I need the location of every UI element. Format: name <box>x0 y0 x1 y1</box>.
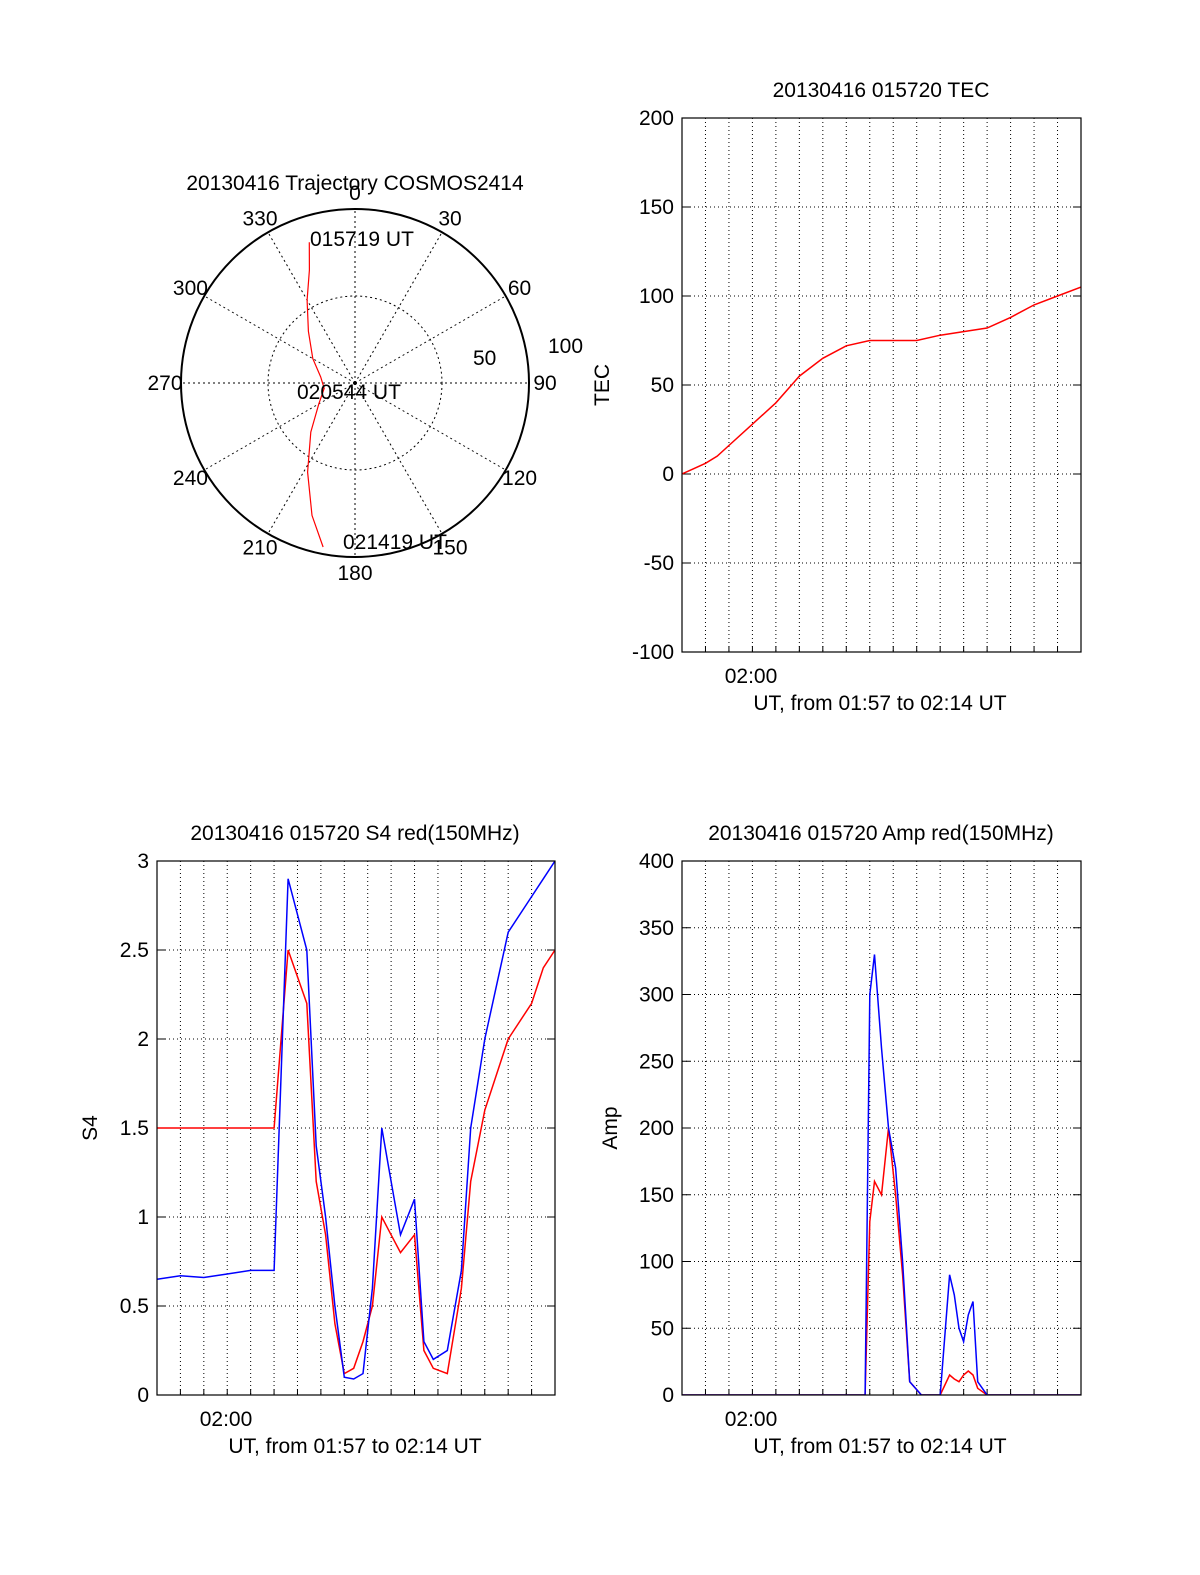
polar-angle-label: 30 <box>438 207 461 230</box>
polar-spoke <box>354 295 506 384</box>
polar-angle-label: 60 <box>508 277 531 300</box>
polar-spoke <box>354 382 443 534</box>
s4-series-red-line <box>157 949 555 1375</box>
s4-series-blue-line <box>157 861 555 1380</box>
radial-label-50: 50 <box>473 347 496 370</box>
s4-xlabel: UT, from 01:57 to 02:14 UT <box>228 1435 481 1458</box>
s4-ytick-label: 0.5 <box>120 1295 149 1318</box>
amp-xlabel: UT, from 01:57 to 02:14 UT <box>753 1435 1006 1458</box>
polar-outer-circle <box>180 208 530 558</box>
s4-ytick-label: 3 <box>137 850 149 873</box>
s4-title: 20130416 015720 S4 red(150MHz) <box>190 822 519 845</box>
tec-series-red-line <box>682 286 1081 475</box>
polar-angle-labels: 0 30 60 90 120 150 180 210 240 270 300 330 <box>147 182 556 585</box>
polar-angle-label: 180 <box>337 562 372 585</box>
polar-grid <box>180 208 530 558</box>
polar-angle-label: 150 <box>432 537 467 560</box>
polar-angle-label: 240 <box>173 467 208 490</box>
tec-xlabel: UT, from 01:57 to 02:14 UT <box>753 692 1006 715</box>
amp-ylabel: Amp <box>599 1106 622 1149</box>
polar-angle-label: 330 <box>242 207 277 230</box>
s4-ytick-label: 1 <box>137 1206 149 1229</box>
amp-ytick-label: 400 <box>639 850 674 873</box>
polar-angle-label: 120 <box>502 467 537 490</box>
trajectory-panel: 20130416 Trajectory COSMOS2414 0 30 60 90 12… <box>147 172 583 585</box>
amp-xtick-label: 02:00 <box>725 1408 778 1431</box>
s4-plot-frame <box>156 860 556 1396</box>
amp-series-blue-line <box>682 954 1081 1395</box>
polar-spoke <box>204 382 356 471</box>
polar-spoke <box>204 295 356 384</box>
amp-plot-frame <box>681 860 1082 1396</box>
amp-ytick-label: 150 <box>639 1184 674 1207</box>
polar-spoke <box>267 382 356 534</box>
s4-ytick-label: 1.5 <box>120 1117 149 1140</box>
trajectory-title: 20130416 Trajectory COSMOS2414 <box>186 172 524 195</box>
trajectory-end-label: 021419 UT <box>343 531 447 554</box>
tec-ytick-label: -50 <box>644 552 674 575</box>
tec-xtick-label: 02:00 <box>725 665 778 688</box>
trajectory-mid-label: 020544 UT <box>297 381 401 404</box>
trajectory-start-label: 015719 UT <box>310 228 414 251</box>
polar-spoke <box>267 232 356 384</box>
amp-ytick-label: 0 <box>662 1384 674 1407</box>
amp-ytick-label: 200 <box>639 1117 674 1140</box>
polar-angle-label: 90 <box>533 372 556 395</box>
tec-ytick-label: 200 <box>639 107 674 130</box>
amp-panel: 20130416 015720 Amp red(150MHz) Amp 02:0… <box>599 822 1082 1458</box>
amp-ytick-label: 300 <box>639 984 674 1007</box>
s4-panel: 20130416 015720 S4 red(150MHz) S4 02:00 … <box>79 822 556 1458</box>
s4-ylabel: S4 <box>79 1115 102 1141</box>
amp-ytick-label: 250 <box>639 1050 674 1073</box>
polar-angle-label: 0 <box>349 182 361 205</box>
polar-spoke <box>354 382 506 471</box>
tec-ylabel: TEC <box>591 364 614 406</box>
tec-title: 20130416 015720 TEC <box>773 79 990 102</box>
s4-series-group <box>157 861 555 1380</box>
s4-ytick-label: 2.5 <box>120 939 149 962</box>
polar-angle-label: 270 <box>147 372 182 395</box>
radial-label-100: 100 <box>548 335 583 358</box>
s4-ytick-label: 2 <box>137 1028 149 1051</box>
amp-ytick-label: 100 <box>639 1251 674 1274</box>
polar-angle-label: 300 <box>173 277 208 300</box>
tec-series-group <box>682 286 1081 475</box>
tec-ytick-label: 0 <box>662 463 674 486</box>
tec-ytick-label: 100 <box>639 285 674 308</box>
tec-ytick-label: 150 <box>639 196 674 219</box>
amp-ytick-label: 50 <box>651 1317 674 1340</box>
amp-series-group <box>682 954 1081 1395</box>
amp-ytick-label: 350 <box>639 917 674 940</box>
tec-plot-frame <box>681 117 1082 653</box>
tec-ytick-label: -100 <box>632 641 674 664</box>
s4-xtick-label: 02:00 <box>200 1408 253 1431</box>
polar-angle-label: 210 <box>242 537 277 560</box>
s4-ytick-label: 0 <box>137 1384 149 1407</box>
tec-ytick-label: 50 <box>651 374 674 397</box>
tec-panel: 20130416 015720 TEC TEC 02:00 UT, from 0… <box>591 79 1082 715</box>
trajectory-line <box>306 242 325 548</box>
polar-spoke <box>354 232 443 384</box>
amp-title: 20130416 015720 Amp red(150MHz) <box>708 822 1054 845</box>
amp-series-red-line <box>682 1127 1081 1395</box>
